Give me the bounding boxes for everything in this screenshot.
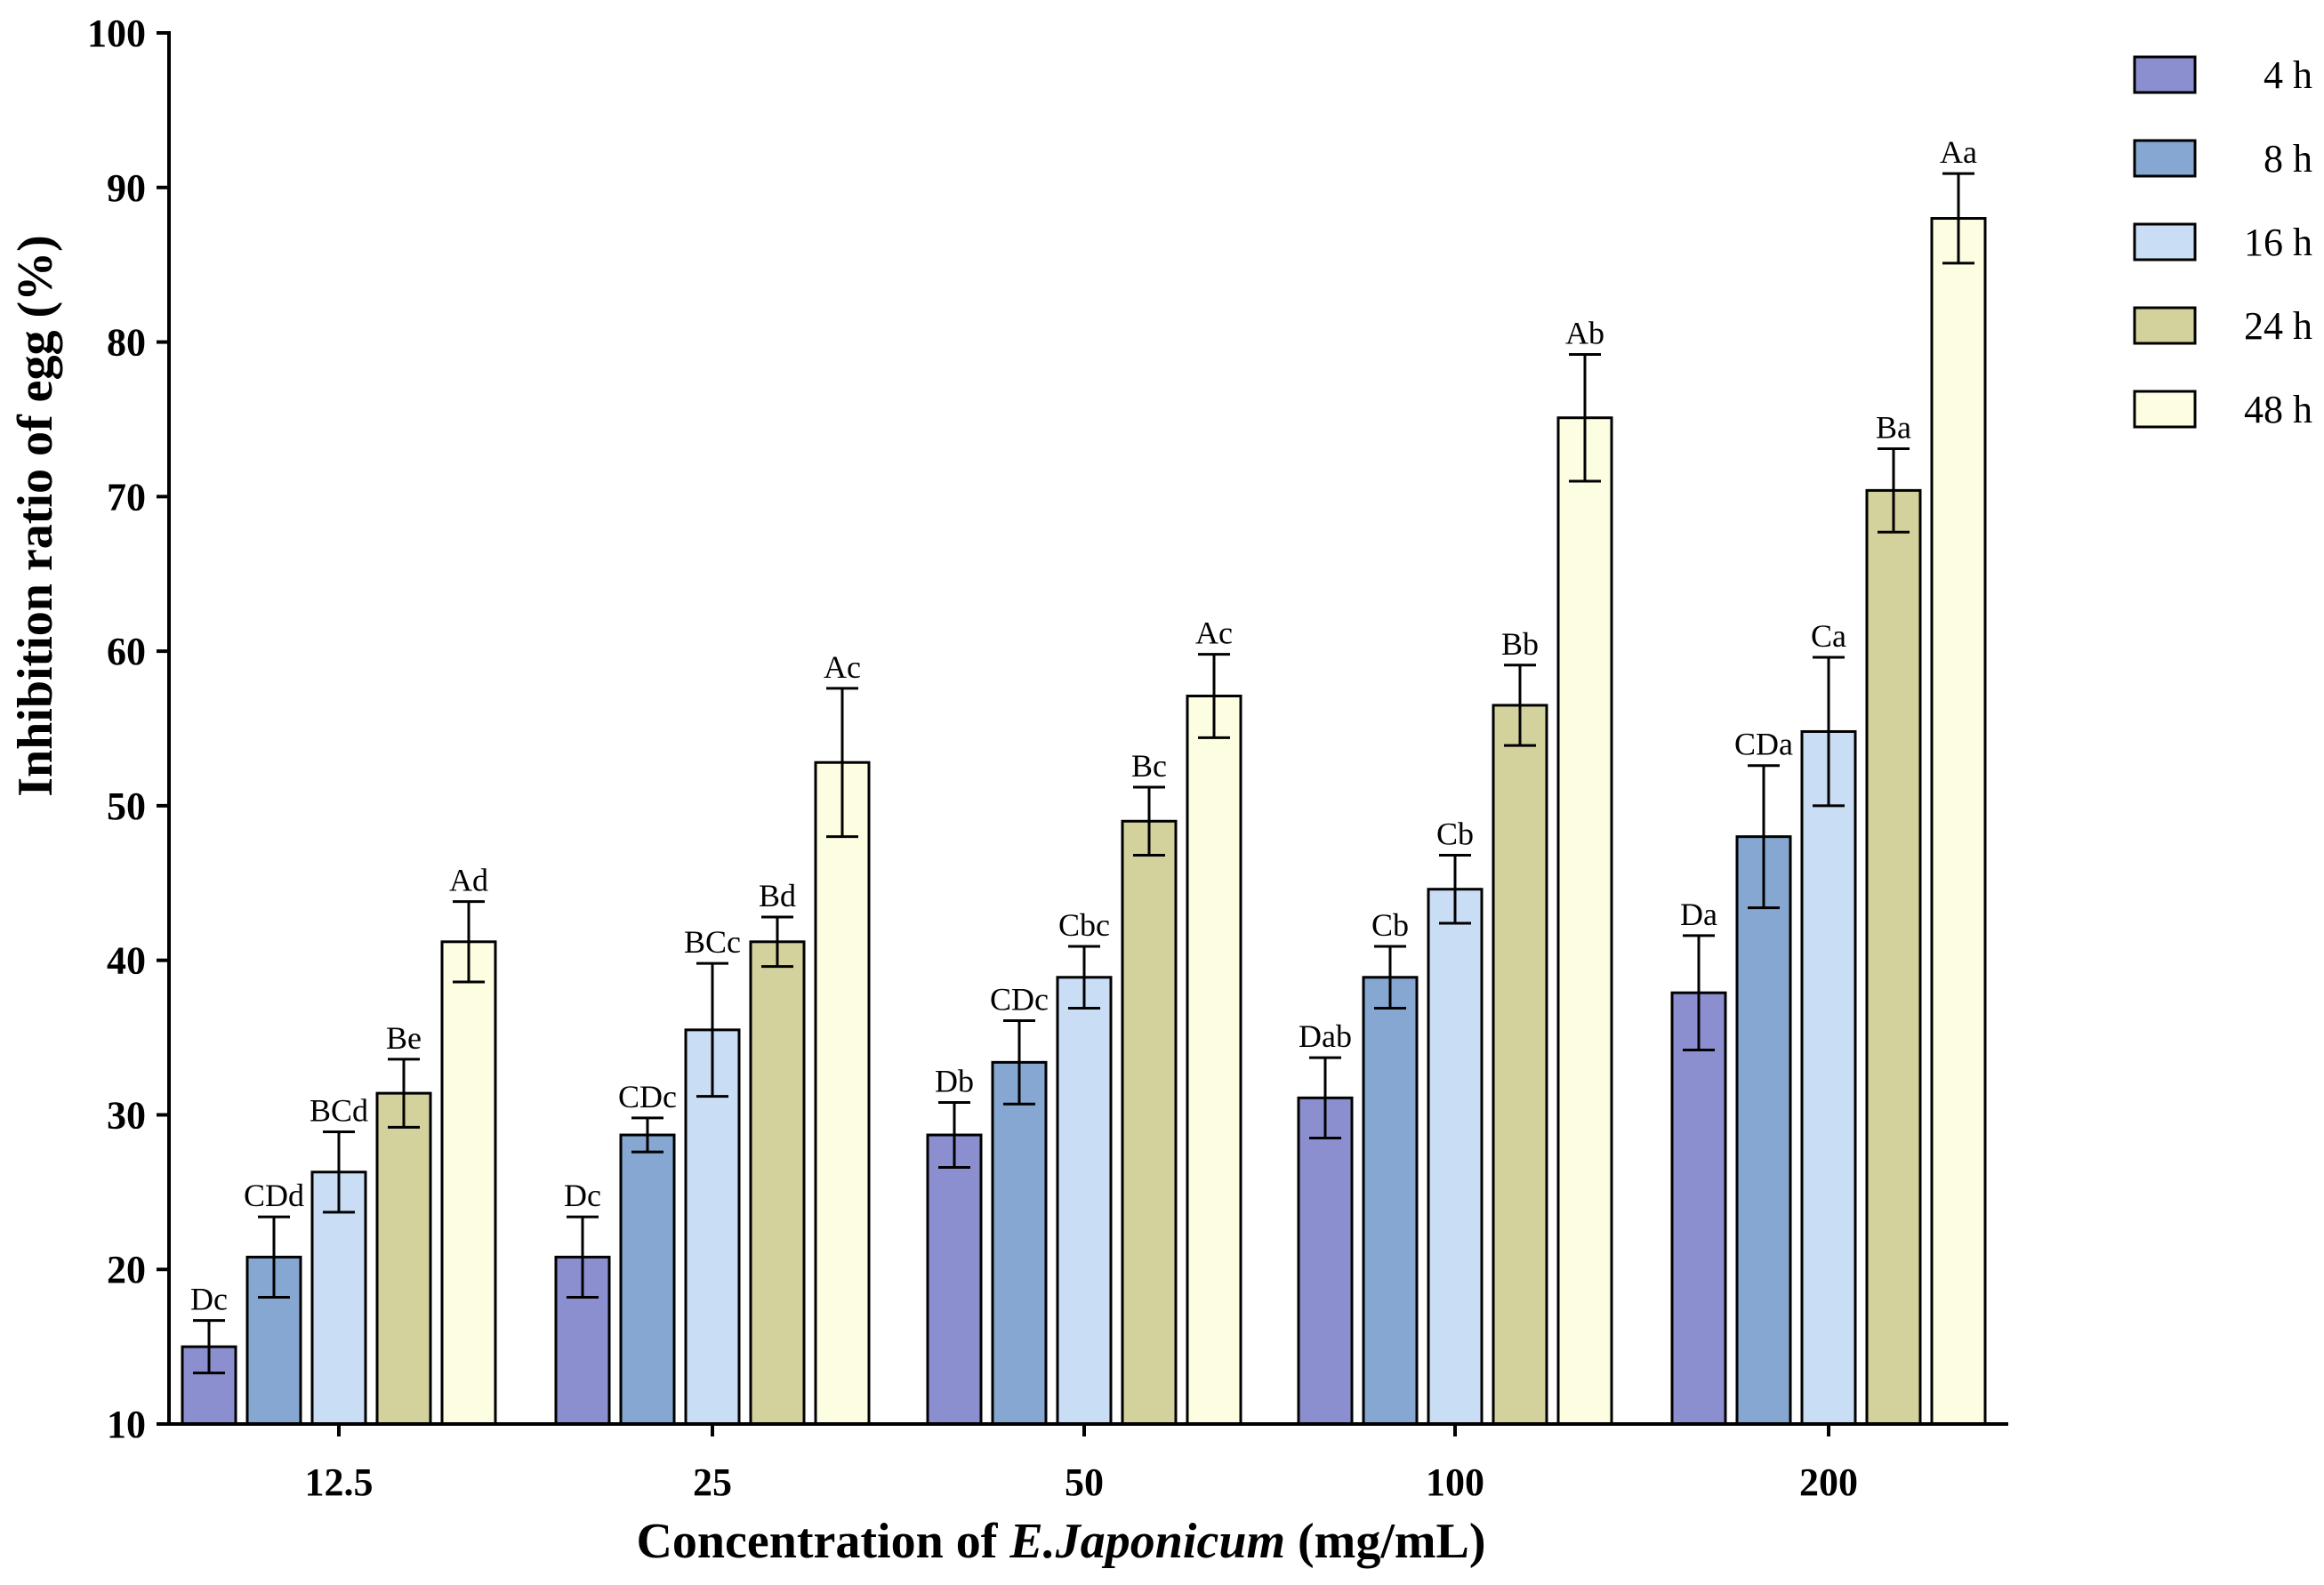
- legend-label: 16 h: [2244, 221, 2312, 264]
- y-tick-label: 60: [107, 630, 146, 673]
- x-tick-label: 25: [693, 1460, 732, 1504]
- significance-label: Dc: [190, 1282, 228, 1317]
- significance-label: Dc: [564, 1178, 601, 1213]
- bar: [1362, 976, 1419, 1426]
- bars: Dc CDd BCd Be Ad Dc CDc BCc Bd Ac Db CDc Cbc Bc Ac Dab C…: [181, 134, 1987, 1426]
- bar: [375, 1091, 432, 1426]
- bar: [926, 1133, 983, 1426]
- x-tick-label: 12.5: [305, 1460, 374, 1504]
- bar: [749, 940, 806, 1426]
- bar: [1121, 819, 1178, 1426]
- legend-swatch: [2133, 306, 2197, 345]
- legend-label: 8 h: [2264, 137, 2312, 181]
- legend-swatch: [2133, 390, 2197, 429]
- significance-label: CDd: [244, 1178, 304, 1213]
- x-tick-label: 200: [1799, 1460, 1858, 1504]
- significance-label: Bc: [1131, 748, 1167, 784]
- y-axis-ticks: 10 20 30 40 50 60 70 80 90 100: [87, 12, 169, 1446]
- significance-label: CDc: [990, 981, 1049, 1017]
- bar: [1427, 888, 1484, 1426]
- legend-label: 48 h: [2244, 388, 2312, 431]
- axes: [167, 31, 2008, 1426]
- legend-swatch: [2133, 55, 2197, 94]
- y-tick-label: 10: [107, 1403, 146, 1446]
- bar: [1492, 704, 1548, 1426]
- legend-swatch: [2133, 222, 2197, 261]
- bar: [1930, 217, 1987, 1426]
- significance-label: Ad: [449, 863, 488, 898]
- x-axis-title-part-3: (mg/mL): [1285, 1514, 1486, 1569]
- significance-label: Cb: [1371, 907, 1409, 943]
- legend-swatch: [2133, 139, 2197, 178]
- x-tick-label: 100: [1426, 1460, 1484, 1504]
- bar: [1735, 835, 1792, 1426]
- significance-label: CDc: [618, 1079, 677, 1114]
- bar: [814, 760, 871, 1426]
- significance-label: Aa: [1940, 134, 1977, 170]
- bar: [440, 940, 497, 1426]
- y-tick-label: 90: [107, 166, 146, 210]
- significance-label: BCd: [310, 1093, 368, 1129]
- bar: [1670, 991, 1727, 1426]
- y-tick-label: 80: [107, 321, 146, 365]
- significance-label: Bb: [1501, 626, 1539, 662]
- x-axis-title-species: E.Japonicum: [1009, 1514, 1285, 1569]
- bar: [1297, 1096, 1354, 1426]
- y-axis-title: Inhibition ratio of egg (%): [8, 235, 63, 797]
- significance-label: Cbc: [1058, 907, 1110, 943]
- y-tick-label: 40: [107, 939, 146, 983]
- y-tick-label: 50: [107, 784, 146, 828]
- significance-label: Dab: [1299, 1018, 1352, 1054]
- significance-label: Cb: [1436, 816, 1474, 851]
- legend-label: 24 h: [2244, 304, 2312, 348]
- significance-label: Ca: [1811, 618, 1846, 654]
- significance-label: Bd: [759, 878, 796, 913]
- bar: [991, 1060, 1048, 1426]
- significance-label: Ab: [1565, 315, 1604, 350]
- x-axis-title: Concentration of E.Japonicum (mg/mL): [636, 1514, 1485, 1569]
- y-tick-label: 100: [87, 12, 146, 55]
- y-tick-label: 30: [107, 1093, 146, 1137]
- bar: [1865, 488, 1922, 1426]
- significance-label: Be: [386, 1020, 422, 1056]
- y-tick-label: 70: [107, 475, 146, 519]
- significance-label: Da: [1680, 897, 1717, 932]
- significance-label: Db: [935, 1064, 974, 1099]
- bar: [1556, 416, 1613, 1426]
- bar: [1186, 695, 1242, 1426]
- legend-label: 4 h: [2264, 53, 2312, 97]
- significance-label: BCc: [684, 924, 741, 960]
- bar: [1800, 729, 1857, 1426]
- significance-label: Ba: [1876, 409, 1911, 445]
- significance-label: Ac: [824, 649, 861, 685]
- bar: [1056, 976, 1113, 1426]
- x-tick-label: 50: [1065, 1460, 1104, 1504]
- significance-label: CDa: [1734, 727, 1793, 762]
- y-tick-label: 20: [107, 1248, 146, 1291]
- legend: 4 h 8 h 16 h 24 h 48 h: [2133, 53, 2312, 431]
- x-axis-ticks: 12.5 25 50 100 200: [305, 1424, 1858, 1504]
- significance-label: Ac: [1195, 615, 1233, 651]
- bar: [619, 1133, 676, 1426]
- x-axis-title-part-1: Concentration of: [636, 1514, 1009, 1569]
